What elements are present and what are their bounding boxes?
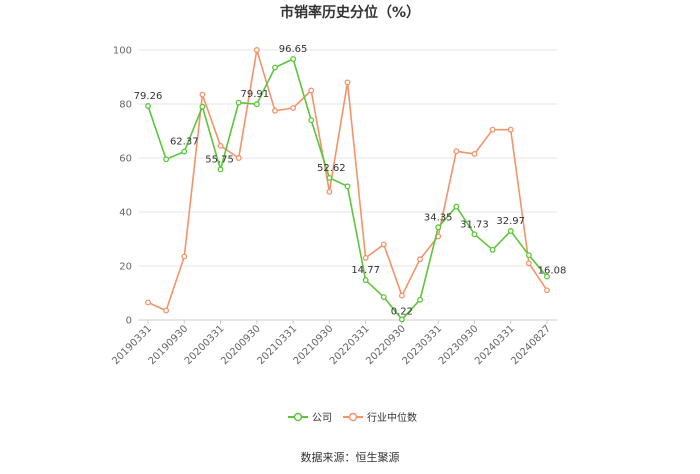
data-point [544,273,550,280]
data-point [435,224,442,231]
legend-swatch-marker [293,412,303,422]
data-point [344,183,351,190]
data-point [380,294,387,300]
y-tick-label: 20 [119,262,132,273]
data-point [398,292,405,299]
series-layer [145,47,550,323]
data-point [362,254,369,261]
data-label: 31.73 [460,219,489,230]
legend-label: 行业中位数 [367,411,417,424]
legend-item[interactable]: 公司 [288,412,332,424]
x-tick-label: 20240827 [509,323,553,367]
data-point [417,256,423,263]
source-note: 数据来源：恒生聚源 [301,450,400,464]
data-point [489,246,496,253]
data-point [398,316,405,323]
data-point [145,299,151,306]
data-point [507,126,514,133]
data-point [181,148,188,155]
data-label: 96.65 [279,44,308,55]
y-tick-label: 40 [119,208,132,219]
data-point [507,228,514,234]
chart-title: 市销率历史分位（%） [280,4,420,21]
data-point [235,155,242,161]
data-point [453,203,460,210]
data-label: 0.22 [391,306,413,317]
data-point [290,56,297,62]
data-point [199,103,206,110]
data-point [525,260,532,267]
data-label: 32.97 [496,216,525,227]
data-point [380,241,387,248]
data-label: 79.26 [134,91,163,102]
data-label: 55.75 [205,154,234,165]
data-point [272,107,278,114]
data-point [471,231,478,238]
data-point [253,47,260,53]
series-line [147,49,548,312]
data-point [544,287,550,294]
grid-lines [138,49,557,321]
data-labels: 79.26 62.37 55.75 79.91 96.65 52.62 14.77 0.22 3… [134,44,567,317]
y-tick-label: 100 [113,46,132,57]
data-point [326,174,333,181]
data-label: 34.35 [424,212,453,223]
data-point [163,307,170,314]
data-point [453,148,460,155]
data-point [308,87,315,94]
data-point [417,296,423,303]
legend[interactable]: 公司 行业中位数 [288,411,417,424]
data-point [290,105,297,111]
data-point [344,79,351,86]
data-point [525,252,532,259]
y-tick-label: 80 [119,100,132,111]
legend-item[interactable]: 行业中位数 [343,411,417,424]
data-label: 14.77 [351,265,380,276]
data-point [326,188,333,195]
data-point [199,91,206,98]
data-point [217,166,224,173]
data-point [362,277,369,284]
data-point [308,117,315,124]
data-label: 79.91 [240,89,269,100]
data-point [181,253,188,260]
data-label: 52.62 [317,163,346,174]
axes: 0204060801002019033120190930202003312020… [110,46,553,368]
y-tick-label: 60 [119,154,132,165]
legend-label: 公司 [312,413,332,424]
data-point [163,156,170,163]
data-point [489,126,496,133]
data-point [235,99,242,106]
data-point [145,103,151,109]
legend-swatch-marker [348,412,358,422]
data-point [272,64,278,71]
data-label: 16.08 [538,266,567,277]
data-point [471,150,478,157]
data-label: 62.37 [170,137,199,148]
y-tick-label: 0 [126,316,132,327]
data-point [217,142,224,149]
data-point [253,101,260,108]
